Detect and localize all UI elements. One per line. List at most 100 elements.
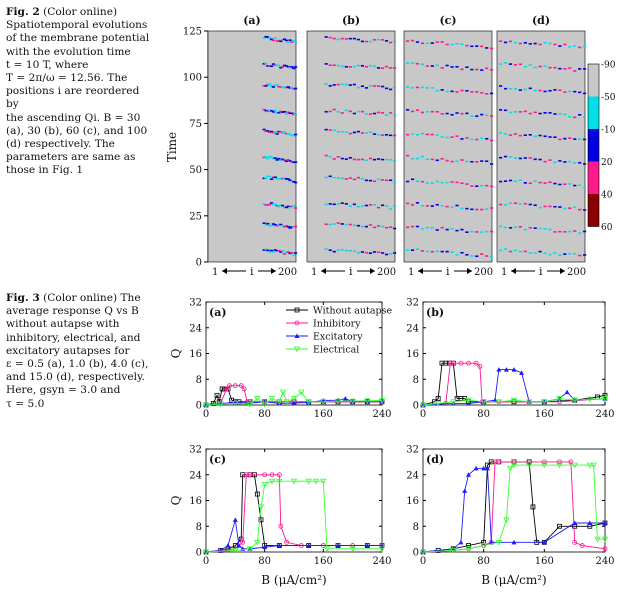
fig2-spike-mark <box>372 180 377 183</box>
x-tick-label: 240 <box>372 556 391 567</box>
fig2-spike-mark <box>292 113 296 116</box>
fig2-spike-mark <box>490 207 494 209</box>
fig2-spike-mark <box>578 68 582 70</box>
fig2-spike-mark <box>460 138 464 140</box>
fig2-spike-mark <box>406 180 410 183</box>
fig2-spike-mark <box>328 155 332 158</box>
fig2-spike-mark <box>503 155 508 158</box>
data-point <box>290 478 298 485</box>
fig2-spike-mark <box>340 112 344 114</box>
data-point <box>601 536 609 543</box>
fig2-spike-mark <box>352 224 356 227</box>
fig2-spike-mark <box>262 128 266 131</box>
fig2-spike-mark <box>450 181 454 183</box>
fig2-spike-mark <box>480 113 484 116</box>
fig2-spike-mark <box>290 226 294 228</box>
data-point <box>541 462 548 469</box>
fig2-spike-mark <box>440 250 444 253</box>
colorbar-label: -90 <box>601 61 616 71</box>
fig2-spike-mark <box>435 111 439 113</box>
fig2-spike-mark <box>460 68 464 71</box>
fig2-spike-mark <box>288 206 292 209</box>
fig2-spike-mark <box>578 232 582 234</box>
fig2-spike-mark <box>499 156 503 159</box>
x-axis-label: B (μA/cm²) <box>481 573 546 587</box>
fig2-spike-mark <box>364 113 369 115</box>
fig2-spike-mark <box>558 183 562 186</box>
fig2-x-arrowhead-left <box>418 268 423 274</box>
fig2-spike-mark <box>268 109 272 112</box>
fig2-spike-mark <box>425 226 429 229</box>
data-point <box>556 462 563 469</box>
fig2-spike-mark <box>563 91 567 93</box>
fig2-spike-mark <box>430 205 434 207</box>
data-point <box>276 478 283 485</box>
fig2-spike-mark <box>538 43 542 46</box>
x-tick-label: 160 <box>535 409 554 420</box>
fig2-spike-mark <box>490 92 494 95</box>
fig2-spike-mark <box>480 137 484 140</box>
fig2-spike-mark <box>553 182 557 185</box>
x-tick-label: 80 <box>258 409 271 420</box>
data-point <box>342 396 348 401</box>
colorbar-segment <box>588 64 599 97</box>
fig2-panel: (b) 1 i 200 <box>306 14 397 278</box>
data-point <box>466 472 471 477</box>
fig2-spike-mark <box>368 224 373 226</box>
fig2-spike-mark <box>406 40 410 42</box>
fig2-spike-mark <box>523 134 527 136</box>
x-tick-label: 160 <box>535 556 554 567</box>
fig2-spike-mark <box>384 253 389 256</box>
fig2-spike-mark <box>503 41 508 44</box>
fig2-spike-mark <box>548 181 552 184</box>
fig2-spike-mark <box>388 67 393 69</box>
fig2-spike-mark <box>273 64 277 66</box>
fig2-panel-label: (a) <box>243 14 261 27</box>
y-tick-label: 0 <box>413 548 419 559</box>
data-point <box>261 482 268 488</box>
fig2-spike-mark <box>568 45 572 48</box>
fig2-spike-mark <box>269 156 274 159</box>
fig2-spike-mark <box>292 254 296 256</box>
fig2-spike-mark <box>415 157 420 160</box>
fig2-spike-mark <box>348 84 352 86</box>
fig2-panel: (c) 1 i 200 <box>403 14 494 278</box>
fig2-spike-mark <box>573 230 577 232</box>
fig2-spike-mark <box>425 205 429 207</box>
data-point <box>434 400 442 407</box>
fig2-spike-mark <box>271 39 276 42</box>
fig2-spike-mark <box>425 182 429 184</box>
fig2-spike-mark <box>356 110 360 113</box>
fig2-spike-mark <box>490 69 494 71</box>
data-point <box>557 523 562 529</box>
panel-label: (a) <box>209 306 227 319</box>
fig2-spike-mark <box>523 65 527 68</box>
fig2-spike-mark <box>450 136 454 138</box>
fig2-spike-mark <box>336 83 340 86</box>
fig2-spike-mark <box>344 178 348 180</box>
data-point <box>465 397 472 404</box>
series-line <box>422 461 606 553</box>
fig2-spike-mark <box>279 66 283 69</box>
fig2-spike-mark <box>508 111 513 114</box>
fig2-spike-mark <box>533 42 537 45</box>
data-point <box>278 523 284 529</box>
fig2-spike-mark <box>578 114 582 116</box>
data-point <box>247 472 253 478</box>
fig2-spike-mark <box>281 250 285 252</box>
fig2-spike-mark <box>480 185 484 187</box>
fig2-spike-mark <box>281 224 285 227</box>
fig2-caption-line: with the evolution time <box>6 45 131 58</box>
fig2-spike-mark <box>277 157 281 160</box>
fig2-spike-mark <box>294 207 298 209</box>
fig2-spike-mark <box>356 158 360 161</box>
fig2-spike-mark <box>518 226 522 228</box>
fig3-caption-line: average response Q vs B <box>6 305 139 318</box>
fig2-spike-mark <box>332 37 336 40</box>
fig2-spike-mark <box>573 138 577 140</box>
chart-frame <box>205 448 383 553</box>
fig2-spike-mark <box>420 228 425 230</box>
data-point <box>214 392 220 398</box>
fig2-spike-mark <box>445 228 449 231</box>
